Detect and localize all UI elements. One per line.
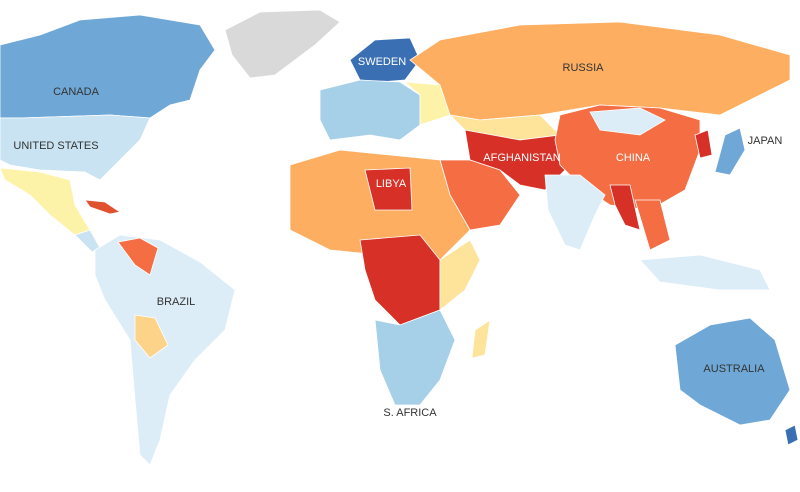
western-europe: [319, 79, 421, 141]
country-label: RUSSIA: [563, 62, 605, 74]
south-america: [94, 234, 236, 466]
country-label: LIBYA: [376, 178, 407, 190]
korea: [694, 129, 713, 159]
mexico: [0, 167, 91, 236]
venezuela: [117, 237, 159, 276]
country-label: UNITED STATES: [13, 140, 98, 152]
greenland: [224, 9, 341, 79]
mongolia: [589, 107, 666, 136]
cuba: [84, 199, 122, 215]
country-label: SWEDEN: [358, 56, 406, 68]
country-label: AFGHANISTAN: [483, 152, 560, 164]
canada: [0, 14, 216, 119]
east-africa: [439, 239, 481, 311]
southern-africa: [374, 309, 456, 406]
eastern-europe: [403, 81, 451, 126]
central-africa: [359, 234, 441, 326]
myanmar: [609, 184, 641, 231]
country-label: CHINA: [616, 152, 651, 164]
australia: [674, 317, 791, 426]
usa: [0, 114, 151, 181]
new-zealand: [784, 424, 799, 446]
country-label: CANADA: [53, 86, 100, 98]
country-label: BRAZIL: [157, 296, 196, 308]
libya: [364, 167, 413, 211]
india: [544, 174, 606, 251]
bolivia: [134, 314, 169, 359]
country-label: S. AFRICA: [383, 407, 437, 419]
indochina: [634, 199, 671, 251]
madagascar: [471, 319, 491, 359]
country-label: AUSTRALIA: [703, 363, 765, 375]
japan: [714, 127, 746, 176]
country-label: JAPAN: [748, 135, 783, 147]
indonesia: [639, 254, 771, 291]
